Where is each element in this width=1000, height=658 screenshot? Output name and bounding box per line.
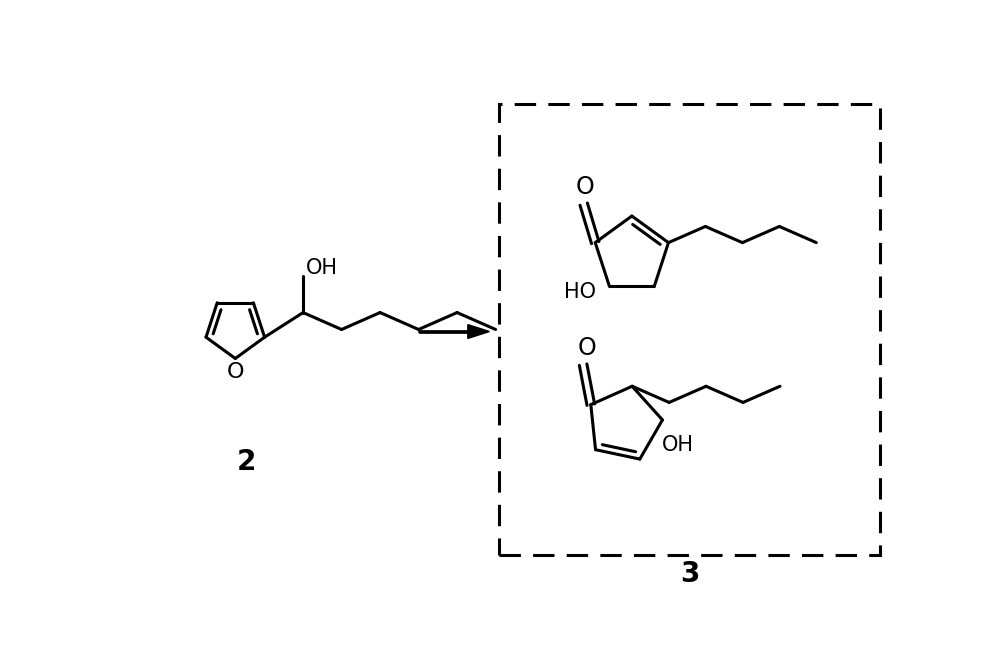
Text: O: O [576,175,595,199]
Text: O: O [578,336,596,360]
Text: OH: OH [306,258,338,278]
Text: 2: 2 [237,448,257,476]
Text: OH: OH [662,434,694,455]
Text: HO: HO [564,282,596,302]
Polygon shape [468,324,489,338]
Text: 3: 3 [680,560,699,588]
Bar [499,105,880,555]
Text: O: O [227,363,244,382]
